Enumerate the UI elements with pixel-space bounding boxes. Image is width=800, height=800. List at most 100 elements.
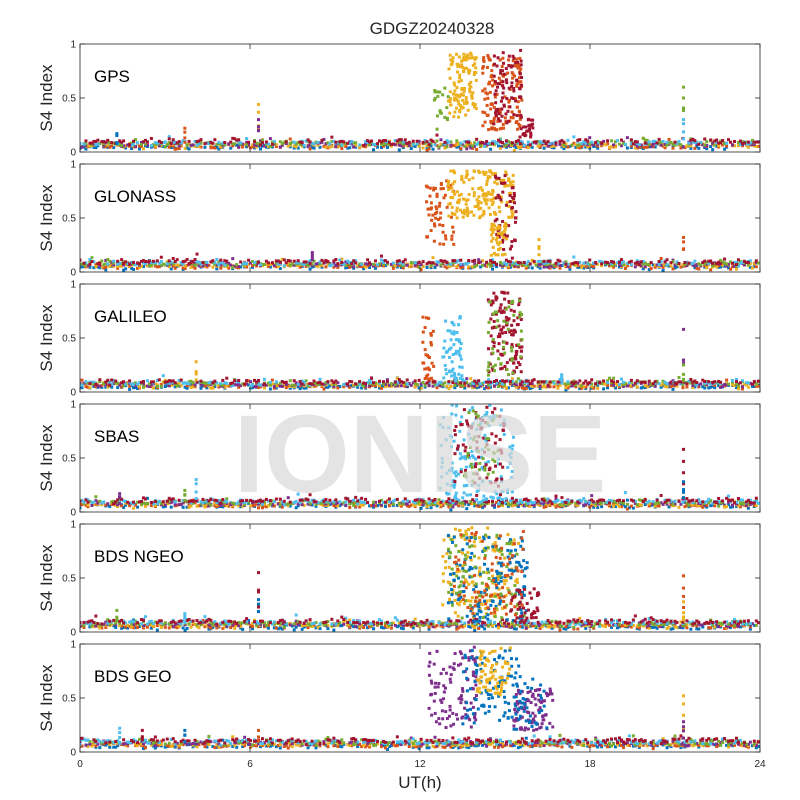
data-point [734,380,738,384]
data-point [258,139,262,143]
data-point [693,264,697,268]
data-point [169,146,173,150]
data-point [629,138,633,142]
data-point [717,265,721,269]
data-point [389,382,393,386]
data-point [746,142,750,146]
event-point [512,328,516,332]
data-point [473,258,477,262]
data-point [639,145,643,149]
data-point [653,380,657,384]
data-point [124,263,128,267]
data-point [233,137,237,141]
data-point [280,384,284,388]
event-point [463,101,467,105]
data-point [606,502,610,506]
event-point [509,65,513,69]
event-point [500,96,504,100]
event-point [436,94,440,98]
data-point [532,259,536,263]
data-point [245,379,249,383]
data-point [683,505,687,509]
event-point [490,69,494,73]
data-point [542,380,546,384]
data-point [633,261,637,265]
data-point [481,259,485,263]
event-point [511,184,515,188]
event-point [503,183,507,187]
data-point [141,265,145,269]
data-point [320,382,324,386]
data-point [193,383,197,387]
data-point [459,147,463,151]
data-point [711,382,715,386]
event-point [452,242,456,246]
data-point [566,381,570,385]
data-point [358,502,362,506]
data-point [713,262,717,266]
data-point [413,504,417,508]
data-point [157,144,161,148]
data-point [621,503,625,507]
data-point [221,141,225,145]
data-point [334,382,338,386]
data-point [429,506,433,510]
data-point [411,261,415,265]
data-point [193,385,197,389]
data-point [209,146,213,150]
data-point [229,140,233,144]
data-point [116,259,120,263]
data-point [110,144,114,148]
data-point [508,263,512,267]
data-point [465,507,469,511]
event-point [450,374,454,378]
data-point [552,141,556,145]
data-point [481,505,485,509]
event-point [495,92,499,96]
data-point [397,263,401,267]
event-point [529,118,533,122]
data-point [324,265,328,269]
data-point [441,383,445,387]
data-point [379,258,383,262]
data-point [487,141,491,145]
data-point [377,502,381,506]
data-point [145,379,149,383]
data-point [463,502,467,506]
data-point [379,262,383,266]
data-point [401,502,405,506]
event-point [500,126,504,130]
data-point [98,264,102,268]
data-point [229,146,233,150]
data-point [221,378,225,382]
data-point [90,141,94,145]
data-point [655,143,659,147]
data-point [356,383,360,387]
event-point [447,347,451,351]
data-point [661,502,665,506]
data-point [342,262,346,266]
data-point [457,259,461,263]
data-point [578,143,582,147]
data-point [266,261,270,265]
event-point [463,86,467,90]
data-point [374,381,378,385]
spike-point [115,141,119,145]
event-point [452,323,456,327]
data-point [368,261,372,265]
data-point [657,141,661,145]
data-point [473,141,477,145]
data-point [257,260,260,264]
data-point [572,135,576,139]
event-point [512,89,516,93]
data-point [243,382,247,386]
data-point [284,382,288,386]
data-point [695,140,699,144]
data-point [705,143,709,147]
data-point [195,380,199,384]
data-point [518,382,522,386]
data-point [304,260,308,264]
event-point [453,180,457,184]
event-point [516,100,520,104]
data-point [171,381,175,385]
